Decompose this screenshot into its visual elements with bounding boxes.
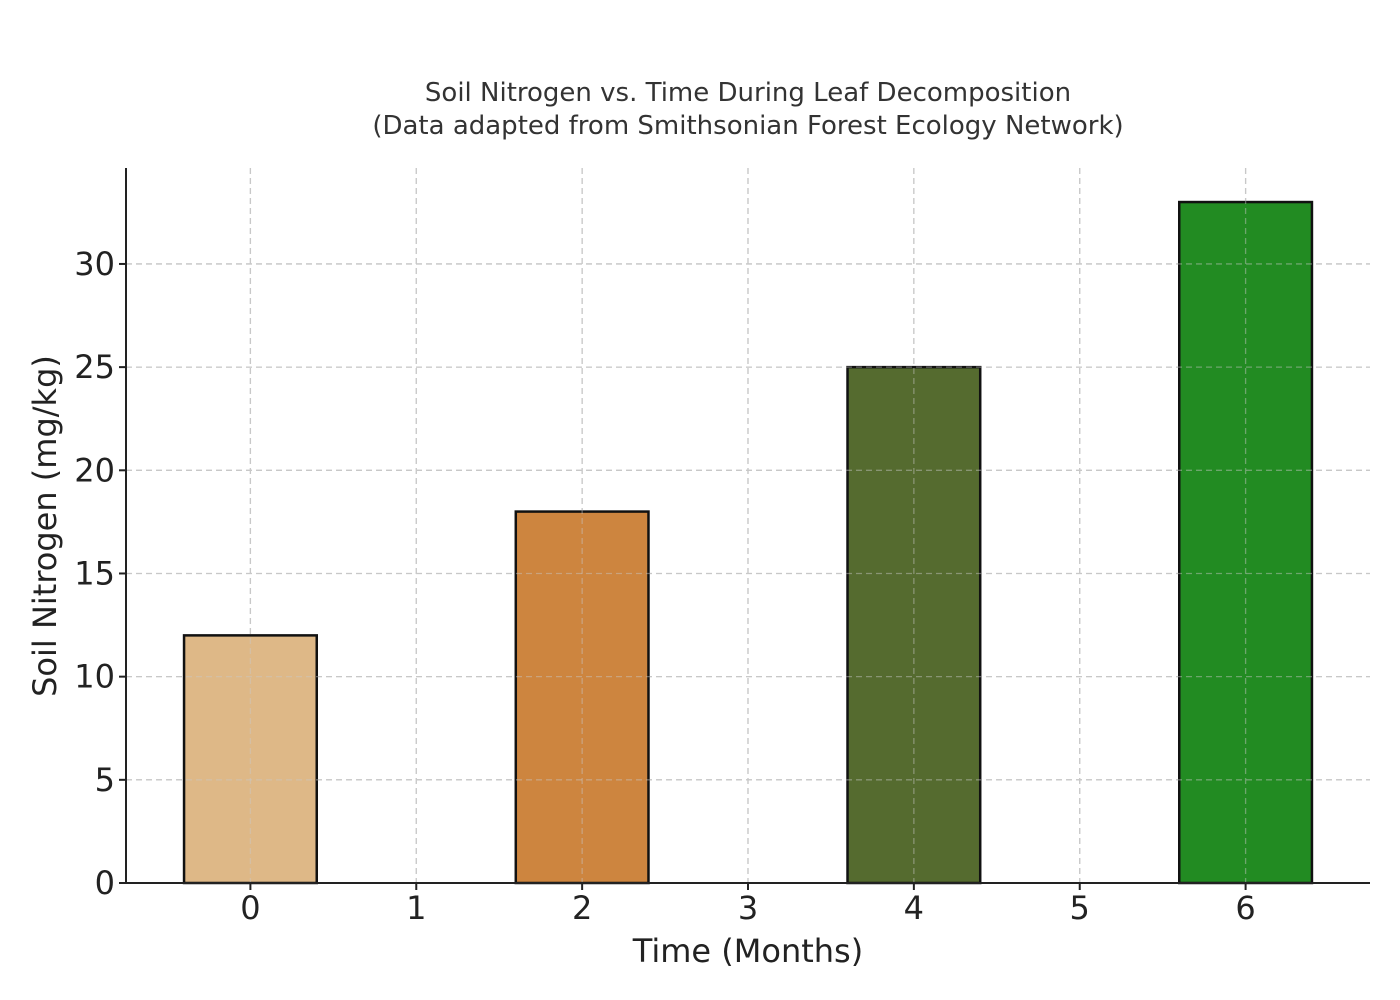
bar-month-4 xyxy=(846,365,982,885)
y-tick-label-5: 5 xyxy=(95,761,115,799)
bars xyxy=(182,200,1314,885)
x-tick-label-2: 2 xyxy=(572,889,592,927)
bar-month-0 xyxy=(182,634,318,885)
y-tick-label-0: 0 xyxy=(95,864,115,902)
bar-month-6 xyxy=(1178,200,1314,885)
x-tick-label-0: 0 xyxy=(240,889,260,927)
y-tick-label-25: 25 xyxy=(74,348,115,386)
x-tick-label-5: 5 xyxy=(1070,889,1090,927)
y-tick-label-10: 10 xyxy=(74,658,115,696)
x-tick-label-4: 4 xyxy=(904,889,924,927)
y-tick-label-20: 20 xyxy=(74,451,115,489)
y-tick-label-15: 15 xyxy=(74,554,115,592)
chart-subtitle: (Data adapted from Smithsonian Forest Ec… xyxy=(372,111,1123,141)
x-tick-label-1: 1 xyxy=(406,889,426,927)
y-axis-label: Soil Nitrogen (mg/kg) xyxy=(26,355,64,697)
x-tick-labels: 0 1 2 3 4 5 6 xyxy=(240,883,1256,927)
y-tick-labels: 0 5 10 15 20 25 30 xyxy=(74,245,126,902)
x-tick-label-3: 3 xyxy=(738,889,758,927)
x-tick-label-6: 6 xyxy=(1235,889,1255,927)
y-tick-label-30: 30 xyxy=(74,245,115,283)
x-axis-label: Time (Months) xyxy=(632,932,863,970)
bar-month-2 xyxy=(514,510,650,885)
grid-lines-over-bars xyxy=(126,168,1370,883)
chart-title: Soil Nitrogen vs. Time During Leaf Decom… xyxy=(425,78,1071,108)
